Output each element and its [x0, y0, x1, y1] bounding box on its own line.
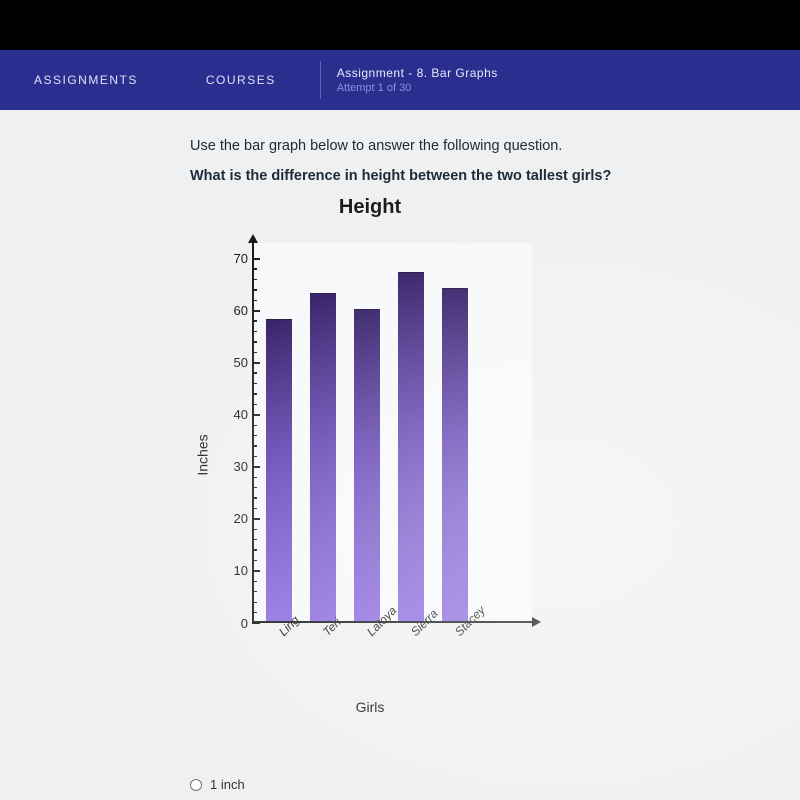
- nav-tab-assignments[interactable]: ASSIGNMENTS: [0, 73, 172, 87]
- breadcrumb-attempt: Attempt 1 of 30: [337, 82, 498, 94]
- y-tick-minor-mark: [252, 508, 257, 509]
- y-tick-label: 50: [234, 355, 278, 370]
- y-tick-label: 40: [234, 407, 278, 422]
- monitor-bezel: [0, 0, 800, 50]
- bar-slot: Teri: [304, 243, 348, 621]
- y-tick-label: 20: [234, 511, 278, 526]
- y-tick-minor-mark: [252, 372, 257, 373]
- y-tick-minor-mark: [252, 289, 257, 290]
- x-axis-label: Girls: [190, 699, 550, 715]
- y-tick-minor-mark: [252, 383, 257, 384]
- y-tick-minor-mark: [252, 320, 257, 321]
- prompt-text: Use the bar graph below to answer the fo…: [190, 138, 760, 154]
- bar-chart: Height Inches LingTeriLatoyaSierraStacey…: [190, 196, 550, 685]
- y-tick-minor-mark: [252, 591, 257, 592]
- bar-slot: Stacey: [436, 243, 480, 621]
- y-tick-minor-mark: [252, 268, 257, 269]
- y-tick-minor-mark: [252, 445, 257, 446]
- answer-option-1[interactable]: 1 inch: [190, 777, 245, 792]
- y-tick-minor-mark: [252, 560, 257, 561]
- y-tick-minor-mark: [252, 487, 257, 488]
- y-tick-label: 60: [234, 303, 278, 318]
- bar: [398, 272, 424, 621]
- y-tick-label: 0: [241, 616, 278, 631]
- y-tick-minor-mark: [252, 549, 257, 550]
- bar: [354, 309, 380, 621]
- y-axis-label: Inches: [195, 434, 211, 475]
- question-text: What is the difference in height between…: [190, 168, 760, 184]
- y-tick-minor-mark: [252, 279, 257, 280]
- y-tick-minor-mark: [252, 404, 257, 405]
- answer-option-1-label: 1 inch: [210, 777, 245, 792]
- y-tick-label: 70: [234, 251, 278, 266]
- bar-slot: Latoya: [348, 243, 392, 621]
- y-tick-minor-mark: [252, 300, 257, 301]
- nav-tab-courses[interactable]: COURSES: [172, 73, 310, 87]
- x-axis-arrow-icon: [532, 617, 541, 627]
- y-tick-label: 10: [234, 563, 278, 578]
- top-nav: ASSIGNMENTS COURSES Assignment - 8. Bar …: [0, 50, 800, 110]
- chart-title: Height: [190, 196, 550, 219]
- y-tick-minor-mark: [252, 435, 257, 436]
- y-tick-minor-mark: [252, 602, 257, 603]
- y-tick-minor-mark: [252, 393, 257, 394]
- content-area: Use the bar graph below to answer the fo…: [0, 110, 800, 800]
- y-tick-minor-mark: [252, 529, 257, 530]
- y-tick-minor-mark: [252, 352, 257, 353]
- y-tick-minor-mark: [252, 581, 257, 582]
- y-tick-minor-mark: [252, 497, 257, 498]
- y-tick-minor-mark: [252, 477, 257, 478]
- y-tick-minor-mark: [252, 456, 257, 457]
- y-tick-minor-mark: [252, 612, 257, 613]
- breadcrumb-title: Assignment - 8. Bar Graphs: [337, 66, 498, 80]
- y-tick-minor-mark: [252, 331, 257, 332]
- radio-icon: [190, 779, 202, 791]
- bar: [442, 288, 468, 621]
- y-tick-minor-mark: [252, 539, 257, 540]
- y-tick-minor-mark: [252, 341, 257, 342]
- y-tick-label: 30: [234, 459, 278, 474]
- bar: [310, 293, 336, 621]
- nav-breadcrumb: Assignment - 8. Bar Graphs Attempt 1 of …: [327, 66, 498, 94]
- bar-slot: Sierra: [392, 243, 436, 621]
- nav-divider: [320, 61, 321, 99]
- bars-container: LingTeriLatoyaSierraStacey: [260, 243, 532, 621]
- y-tick-minor-mark: [252, 425, 257, 426]
- y-axis-arrow-icon: [248, 234, 258, 243]
- plot-area: LingTeriLatoyaSierraStacey 0102030405060…: [252, 243, 532, 623]
- chart-canvas: Inches LingTeriLatoyaSierraStacey 010203…: [190, 225, 550, 685]
